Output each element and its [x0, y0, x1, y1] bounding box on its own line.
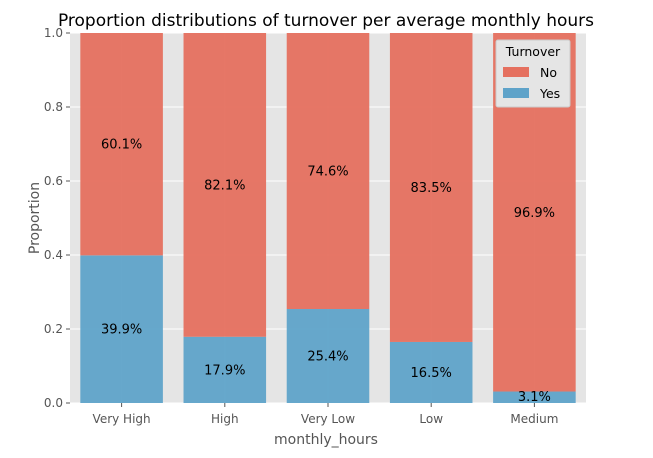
bar-label-yes: 39.9%	[101, 323, 142, 338]
bars	[80, 33, 576, 403]
bar-yes	[389, 341, 473, 403]
chart-title: Proportion distributions of turnover per…	[58, 11, 594, 31]
x-tick-label: High	[211, 412, 239, 426]
bar-no	[389, 33, 473, 342]
bar-no	[183, 33, 267, 337]
legend-swatch-no	[503, 67, 529, 77]
bar-label-no: 82.1%	[204, 178, 245, 193]
y-tick-label: 0.8	[44, 100, 63, 114]
legend: Turnover No Yes	[495, 39, 571, 108]
bar-no	[286, 33, 370, 310]
bar-label-yes: 25.4%	[307, 350, 348, 365]
x-axis-ticks: Very High High Very Low Low Medium	[93, 403, 558, 426]
bar-labels: 39.9% 60.1% 17.9% 82.1% 25.4% 74.6% 16.5% 83.5%…	[101, 138, 555, 405]
bar-yes	[183, 336, 267, 403]
bar-label-no: 96.9%	[514, 206, 555, 221]
bar-label-no: 83.5%	[411, 181, 452, 196]
legend-title: Turnover	[505, 44, 561, 59]
bar-label-yes: 17.9%	[204, 363, 245, 378]
legend-label-yes: Yes	[539, 86, 560, 101]
x-tick-label: Very Low	[301, 412, 355, 426]
legend-swatch-yes	[503, 88, 529, 98]
y-tick-label: 0.2	[44, 322, 63, 336]
y-axis-label: Proportion	[27, 182, 43, 254]
x-axis-label: monthly_hours	[274, 432, 378, 448]
bar-no	[80, 33, 163, 256]
bar-label-no: 60.1%	[101, 138, 142, 153]
bar-yes	[80, 255, 163, 403]
y-tick-label: 0.6	[44, 174, 63, 188]
bar-label-yes: 16.5%	[411, 366, 452, 381]
legend-label-no: No	[540, 65, 557, 80]
bar-label-yes: 3.1%	[518, 390, 551, 405]
x-tick-label: Very High	[93, 412, 151, 426]
x-tick-label: Medium	[510, 412, 558, 426]
bar-yes	[493, 391, 576, 403]
y-tick-label: 0.0	[44, 396, 63, 410]
y-tick-label: 1.0	[44, 26, 63, 40]
x-tick-label: Low	[419, 412, 443, 426]
bar-yes	[286, 309, 370, 403]
bar-label-no: 74.6%	[307, 165, 348, 180]
y-axis-ticks: 0.0 0.2 0.4 0.6 0.8 1.0	[44, 26, 70, 410]
y-tick-label: 0.4	[44, 248, 63, 262]
